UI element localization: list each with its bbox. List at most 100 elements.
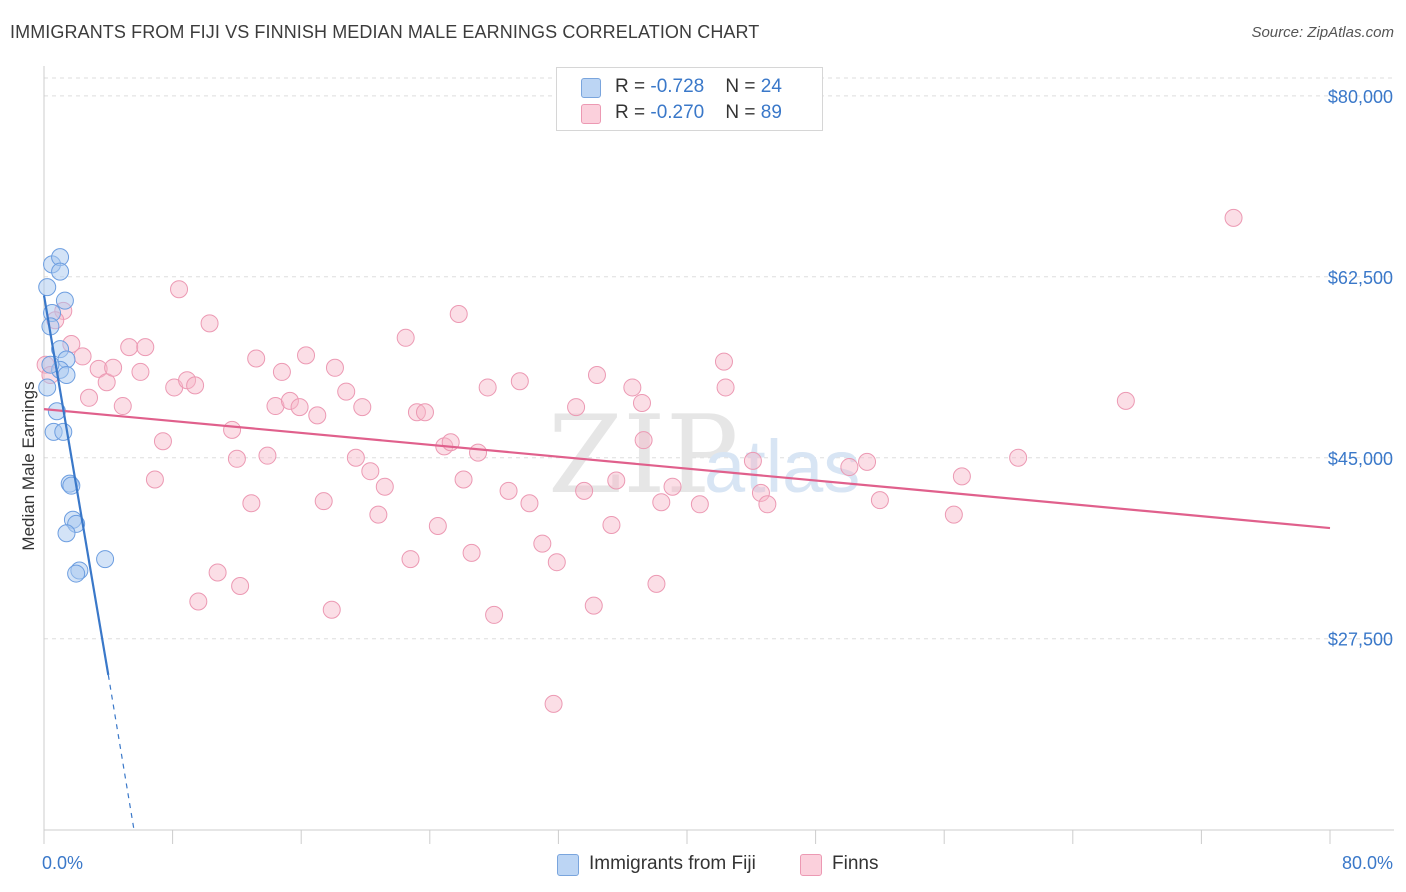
watermark: ZIP atlas	[548, 393, 860, 518]
tick-labels: $80,000 $62,500 $45,000 $27,500 0.0% 80.0%	[42, 87, 1393, 873]
finns-point	[870, 491, 889, 510]
finns-point	[369, 505, 388, 524]
finns-point	[223, 420, 242, 439]
finns-point	[120, 338, 139, 357]
finns-trend-line	[43, 408, 1331, 530]
finns-point	[584, 596, 603, 615]
finns-point	[478, 378, 497, 397]
finns-point	[337, 382, 356, 401]
finns-point	[840, 458, 859, 477]
finns-point	[353, 398, 372, 417]
finns-point	[1009, 448, 1028, 467]
finns-point	[322, 600, 341, 619]
finns-point	[547, 553, 566, 572]
finns-point	[89, 359, 108, 378]
y-axis-label: Median Male Earnings	[19, 381, 38, 550]
fiji-point	[57, 366, 76, 385]
finns-point	[647, 574, 666, 593]
finns-point	[189, 592, 208, 611]
finns-point	[308, 406, 327, 425]
finns-point	[186, 376, 205, 395]
stats-legend: R = -0.728 N = 24 R = -0.270 N = 89	[556, 67, 823, 131]
finns-point	[280, 391, 299, 410]
finns-point	[131, 362, 150, 381]
finns-point	[575, 481, 594, 500]
fiji-point	[67, 564, 86, 583]
finns-point	[258, 446, 277, 465]
finns-point	[145, 470, 164, 489]
finns-point	[858, 452, 877, 471]
finns-point	[634, 431, 653, 450]
finns-point	[462, 543, 481, 562]
finns-point	[485, 605, 504, 624]
finns-point	[499, 481, 518, 500]
fiji-point	[96, 550, 115, 569]
source-label: Source: ZipAtlas.com	[1251, 24, 1394, 41]
finns-point	[170, 280, 189, 299]
finns-point	[449, 305, 468, 324]
trend-lines	[42, 295, 1331, 831]
finns-point	[751, 483, 770, 502]
finns-point	[632, 393, 651, 412]
legend-label-fiji: Immigrants from Fiji	[589, 853, 756, 874]
fiji-point	[38, 278, 57, 297]
finns-point	[242, 494, 261, 513]
finns-points	[36, 208, 1243, 713]
finns-point	[743, 451, 762, 470]
r-value: -0.728	[650, 76, 705, 97]
r-value: -0.270	[650, 102, 705, 123]
finns-point	[469, 443, 488, 462]
finns-point	[533, 534, 552, 553]
fiji-swatch	[581, 78, 601, 98]
finns-point	[290, 398, 309, 417]
finns-point	[266, 397, 285, 416]
legend-label-finns: Finns	[832, 853, 879, 874]
finns-legend-swatch	[800, 854, 822, 876]
finns-point	[663, 477, 682, 496]
finns-point	[415, 403, 434, 422]
finns-point	[607, 471, 626, 490]
finns-point	[208, 563, 227, 582]
finns-point	[944, 505, 963, 524]
finns-point	[952, 467, 971, 486]
fiji-trend-extension	[107, 674, 135, 831]
chart-title: IMMIGRANTS FROM FIJI VS FINNISH MEDIAN M…	[10, 22, 760, 42]
n-label: N =	[725, 76, 761, 97]
finns-point	[314, 492, 333, 511]
finns-point	[401, 550, 420, 569]
fiji-trend-line	[42, 295, 110, 676]
finns-point	[623, 378, 642, 397]
fiji-point	[57, 524, 76, 543]
watermark-zip: ZIP	[548, 393, 738, 518]
r-label: R =	[615, 76, 651, 97]
finns-point	[567, 398, 586, 417]
finns-point	[587, 366, 606, 385]
finns-point	[396, 328, 415, 347]
finns-point	[361, 462, 380, 481]
finns-point	[510, 372, 529, 391]
finns-point	[297, 346, 316, 365]
finns-point	[227, 449, 246, 468]
finns-point	[136, 338, 155, 357]
watermark-atlas: atlas	[704, 425, 860, 508]
finns-point	[272, 362, 291, 381]
finns-point	[716, 378, 735, 397]
finns-point	[1224, 208, 1243, 227]
finns-point	[113, 397, 132, 416]
finns-swatch	[581, 104, 601, 124]
finns-point	[758, 495, 777, 514]
n-label: N =	[725, 102, 761, 123]
finns-point	[652, 493, 671, 512]
x-tick-label: 80.0%	[1342, 853, 1393, 873]
finns-point	[200, 314, 219, 333]
x-tick-label: 0.0%	[42, 853, 83, 873]
y-tick-label: $45,000	[1328, 449, 1393, 469]
finns-point	[428, 517, 447, 535]
finns-point	[602, 515, 621, 534]
y-tick-label: $80,000	[1328, 87, 1393, 107]
finns-point	[454, 470, 473, 489]
finns-point	[153, 432, 172, 451]
n-value: 24	[760, 76, 782, 97]
finns-point	[325, 358, 344, 377]
